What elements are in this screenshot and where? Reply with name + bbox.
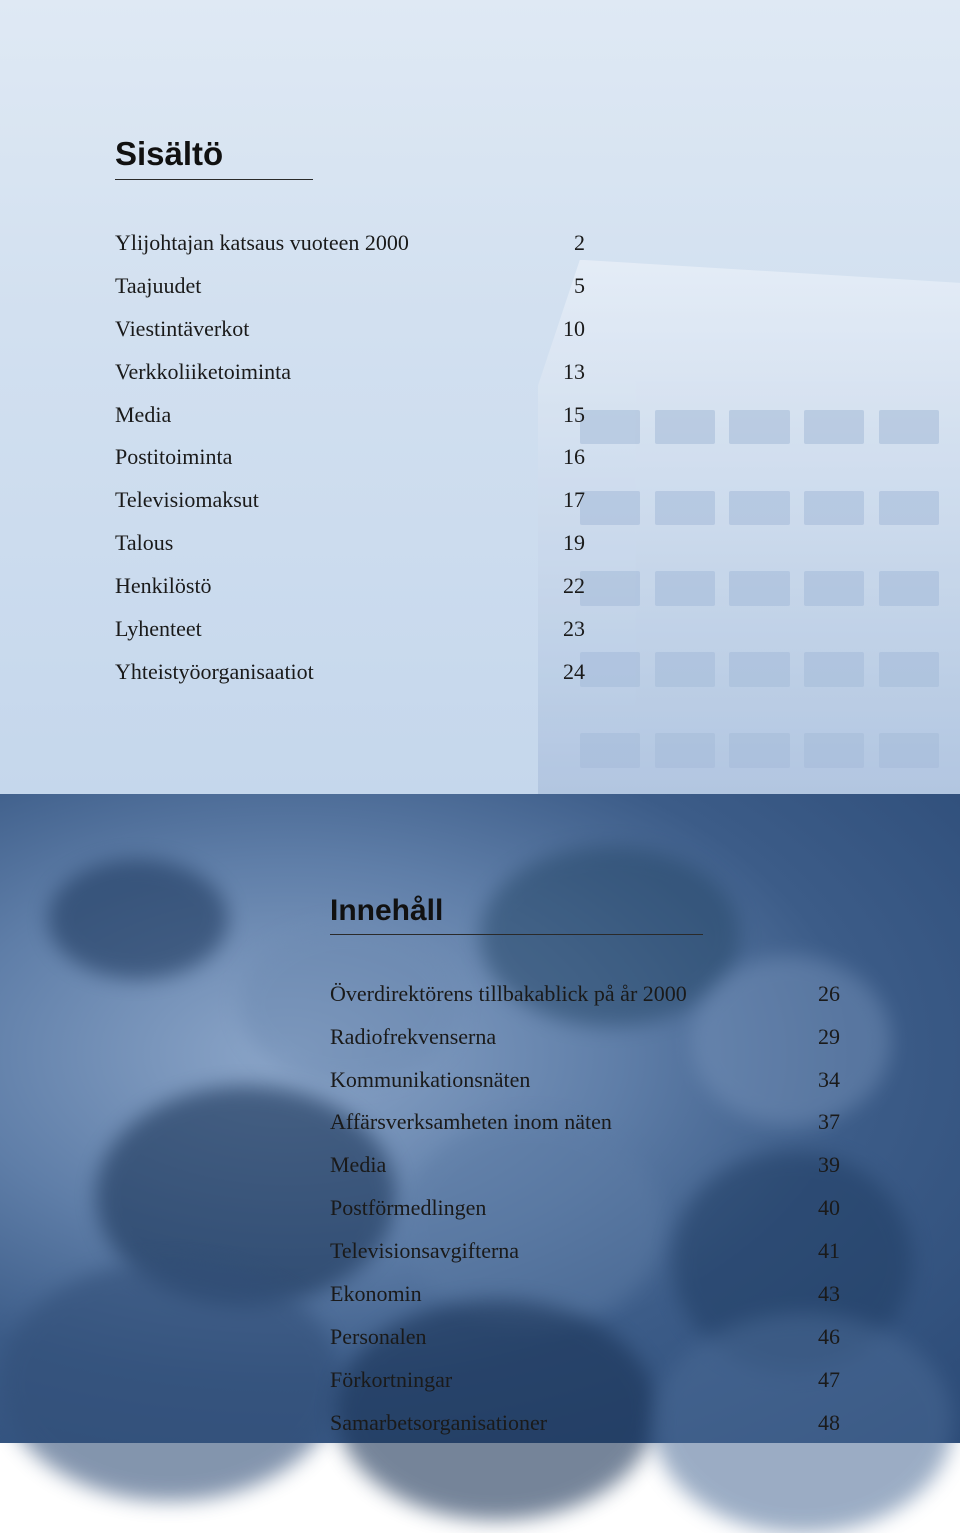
section-innehall: Innehåll Överdirektörens tillbakablick p…: [330, 894, 845, 1445]
toc-page: 41: [780, 1230, 840, 1273]
toc-row: Viestintäverkot10: [115, 308, 585, 351]
toc-label: Talous: [115, 522, 525, 565]
toc-label: Viestintäverkot: [115, 308, 525, 351]
toc-row: Personalen46: [330, 1316, 840, 1359]
heading-innehall: Innehåll: [330, 894, 703, 935]
toc-page: 46: [780, 1316, 840, 1359]
toc-page: 5: [525, 265, 585, 308]
toc-page: 39: [780, 1144, 840, 1187]
page: Sisältö Ylijohtajan katsaus vuoteen 2000…: [0, 0, 960, 1443]
toc-row: Samarbetsorganisationer48: [330, 1402, 840, 1445]
toc-label: Yhteistyöorganisaatiot: [115, 651, 525, 694]
toc-page: 23: [525, 608, 585, 651]
heading-sisalto: Sisältö: [115, 135, 313, 180]
toc-label: Överdirektörens tillbakablick på år 2000: [330, 973, 780, 1016]
toc-page: 29: [780, 1016, 840, 1059]
toc-page: 16: [525, 436, 585, 479]
toc-label: Henkilöstö: [115, 565, 525, 608]
toc-page: 37: [780, 1101, 840, 1144]
toc-row: Förkortningar47: [330, 1359, 840, 1402]
toc-row: Talous19: [115, 522, 585, 565]
toc-page: 47: [780, 1359, 840, 1402]
toc-row: Media15: [115, 394, 585, 437]
toc-label: Ylijohtajan katsaus vuoteen 2000: [115, 222, 525, 265]
toc-page: 43: [780, 1273, 840, 1316]
toc-label: Kommunikationsnäten: [330, 1059, 780, 1102]
toc-label: Lyhenteet: [115, 608, 525, 651]
toc-label: Media: [330, 1144, 780, 1187]
toc-row: Taajuudet5: [115, 265, 585, 308]
toc-page: 48: [780, 1402, 840, 1445]
toc-label: Samarbetsorganisationer: [330, 1402, 780, 1445]
toc-innehall: Överdirektörens tillbakablick på år 2000…: [330, 973, 840, 1445]
toc-page: 34: [780, 1059, 840, 1102]
toc-row: Henkilöstö22: [115, 565, 585, 608]
toc-label: Televisionsavgifterna: [330, 1230, 780, 1273]
toc-row: Ylijohtajan katsaus vuoteen 20002: [115, 222, 585, 265]
toc-row: Lyhenteet23: [115, 608, 585, 651]
toc-page: 19: [525, 522, 585, 565]
toc-label: Postitoiminta: [115, 436, 525, 479]
toc-label: Radiofrekvenserna: [330, 1016, 780, 1059]
toc-row: Verkkoliiketoiminta13: [115, 351, 585, 394]
toc-row: Televisiomaksut17: [115, 479, 585, 522]
toc-label: Ekonomin: [330, 1273, 780, 1316]
toc-label: Postförmedlingen: [330, 1187, 780, 1230]
toc-row: Kommunikationsnäten34: [330, 1059, 840, 1102]
toc-sisalto: Ylijohtajan katsaus vuoteen 20002 Taajuu…: [115, 222, 585, 694]
toc-page: 22: [525, 565, 585, 608]
toc-page: 15: [525, 394, 585, 437]
toc-label: Taajuudet: [115, 265, 525, 308]
toc-page: 2: [525, 222, 585, 265]
toc-page: 10: [525, 308, 585, 351]
toc-row: Media39: [330, 1144, 840, 1187]
toc-row: Ekonomin43: [330, 1273, 840, 1316]
toc-row: Yhteistyöorganisaatiot24: [115, 651, 585, 694]
toc-row: Radiofrekvenserna29: [330, 1016, 840, 1059]
toc-label: Personalen: [330, 1316, 780, 1359]
toc-page: 13: [525, 351, 585, 394]
toc-row: Postförmedlingen40: [330, 1187, 840, 1230]
toc-page: 17: [525, 479, 585, 522]
toc-row: Affärsverksamheten inom näten37: [330, 1101, 840, 1144]
toc-label: Media: [115, 394, 525, 437]
section-sisalto: Sisältö Ylijohtajan katsaus vuoteen 2000…: [115, 135, 845, 694]
toc-page: 40: [780, 1187, 840, 1230]
toc-row: Överdirektörens tillbakablick på år 2000…: [330, 973, 840, 1016]
toc-label: Verkkoliiketoiminta: [115, 351, 525, 394]
toc-label: Televisiomaksut: [115, 479, 525, 522]
toc-row: Postitoiminta16: [115, 436, 585, 479]
toc-page: 24: [525, 651, 585, 694]
toc-page: 26: [780, 973, 840, 1016]
toc-row: Televisionsavgifterna41: [330, 1230, 840, 1273]
toc-label: Affärsverksamheten inom näten: [330, 1101, 780, 1144]
toc-label: Förkortningar: [330, 1359, 780, 1402]
